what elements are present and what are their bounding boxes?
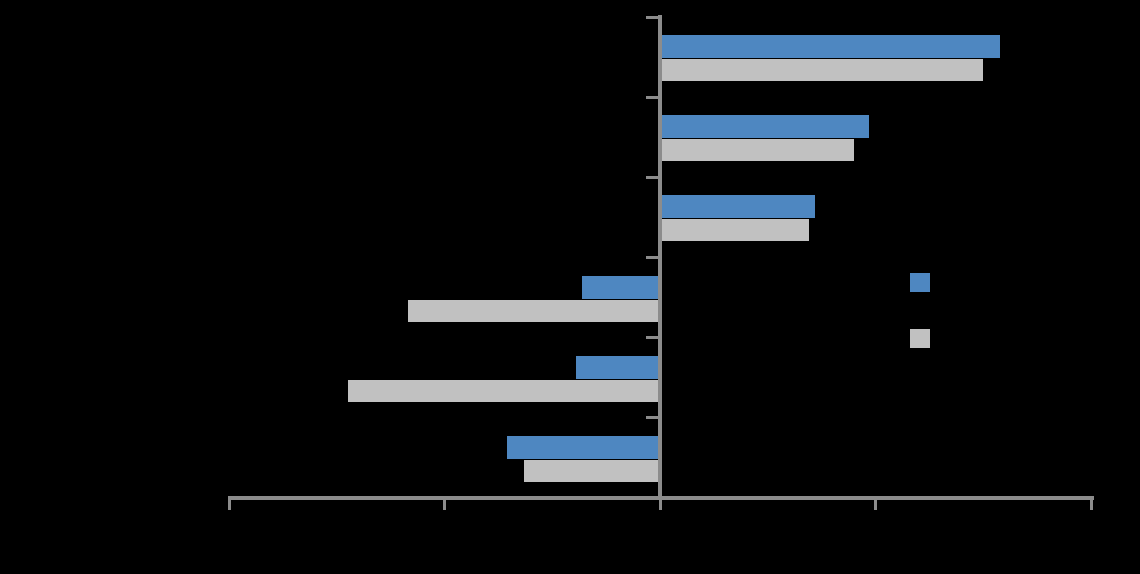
bar-series-2-category-6	[524, 459, 660, 482]
category-axis-tick	[646, 175, 658, 179]
category-axis-tick	[646, 416, 658, 420]
bar-series-1-category-5	[575, 355, 660, 379]
value-axis-tick	[874, 496, 877, 510]
category-axis-tick	[646, 336, 658, 340]
bar-series-2-category-3	[660, 219, 809, 242]
category-axis-tick	[646, 95, 658, 99]
bar-series-1-category-4	[582, 275, 660, 299]
bar-series-2-category-2	[660, 139, 854, 162]
legend-swatch-series-1	[910, 273, 930, 292]
category-axis-tick	[646, 15, 658, 19]
value-axis-tick	[1089, 496, 1093, 510]
value-axis-tick	[443, 496, 446, 510]
category-axis-line	[658, 15, 662, 498]
bar-series-1-category-2	[660, 115, 870, 139]
bar-series-2-category-5	[347, 379, 660, 402]
bar-series-1-category-6	[506, 435, 660, 459]
value-axis-tick	[227, 496, 231, 510]
bar-series-1-category-3	[660, 195, 816, 219]
category-axis-tick	[646, 496, 658, 500]
category-axis-tick	[646, 256, 658, 259]
legend-swatch-series-2	[910, 329, 930, 348]
bar-series-2-category-4	[407, 299, 660, 322]
bar-series-2-category-1	[660, 59, 984, 81]
value-axis-tick	[658, 496, 662, 510]
bar-series-1-category-1	[660, 35, 1001, 58]
